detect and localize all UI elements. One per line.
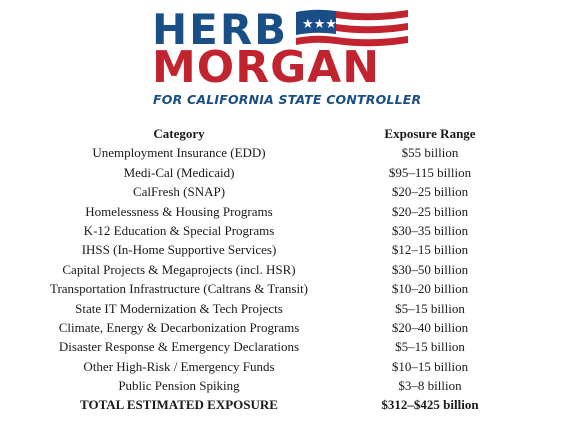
table-row: Other High-Risk / Emergency Funds $10–15… bbox=[0, 359, 572, 378]
exposure-cell: $20–25 billion bbox=[391, 203, 469, 219]
table-row: Unemployment Insurance (EDD) $55 billion bbox=[0, 145, 572, 164]
category-cell: Disaster Response & Emergency Declaratio… bbox=[58, 339, 300, 355]
exposure-cell: $55 billion bbox=[401, 145, 459, 161]
exposure-table: Category Exposure Range Unemployment Ins… bbox=[0, 126, 572, 417]
exposure-cell: $12–15 billion bbox=[391, 242, 469, 258]
category-cell: Climate, Energy & Decarbonization Progra… bbox=[58, 319, 300, 335]
table-row: Medi-Cal (Medicaid) $95–115 billion bbox=[0, 165, 572, 184]
exposure-cell: $10–20 billion bbox=[391, 281, 469, 297]
category-cell: Public Pension Spiking bbox=[118, 378, 240, 394]
table-row: CalFresh (SNAP) $20–25 billion bbox=[0, 184, 572, 203]
table-row: Homelessness & Housing Programs $20–25 b… bbox=[0, 204, 572, 223]
campaign-logo: ★★★ HERB MORGAN FOR CALIFORNIA STATE CON… bbox=[0, 0, 572, 112]
category-cell: Transportation Infrastructure (Caltrans … bbox=[49, 281, 309, 297]
table-total-row: TOTAL ESTIMATED EXPOSURE $312–$425 billi… bbox=[0, 397, 572, 416]
logo-first-name: HERB bbox=[152, 5, 289, 54]
exposure-cell: $95–115 billion bbox=[388, 164, 472, 180]
header-category: Category bbox=[153, 126, 205, 141]
table-row: Climate, Energy & Decarbonization Progra… bbox=[0, 320, 572, 339]
logo-last-name: MORGAN bbox=[152, 42, 381, 93]
exposure-cell: $3–8 billion bbox=[398, 378, 462, 394]
svg-text:★★★: ★★★ bbox=[302, 17, 337, 32]
exposure-cell: $20–25 billion bbox=[391, 184, 469, 200]
category-cell: IHSS (In-Home Supportive Services) bbox=[81, 242, 277, 258]
table-row: State IT Modernization & Tech Projects $… bbox=[0, 301, 572, 320]
table-row: Public Pension Spiking $3–8 billion bbox=[0, 378, 572, 397]
exposure-cell: $5–15 billion bbox=[395, 339, 465, 355]
logo-tagline: FOR CALIFORNIA STATE CONTROLLER bbox=[153, 92, 422, 107]
exposure-cell: $20–40 billion bbox=[391, 319, 469, 335]
table-header-row: Category Exposure Range bbox=[0, 126, 572, 145]
header-exposure-range: Exposure Range bbox=[384, 126, 476, 141]
exposure-cell: $10–15 billion bbox=[391, 358, 469, 374]
category-cell: State IT Modernization & Tech Projects bbox=[75, 300, 283, 316]
category-cell: Unemployment Insurance (EDD) bbox=[92, 145, 266, 161]
category-cell: Capital Projects & Megaprojects (incl. H… bbox=[62, 261, 296, 277]
category-cell: Homelessness & Housing Programs bbox=[85, 203, 273, 219]
flag-banner-icon: ★★★ bbox=[296, 9, 408, 47]
table-row: Transportation Infrastructure (Caltrans … bbox=[0, 281, 572, 300]
exposure-cell: $5–15 billion bbox=[395, 300, 465, 316]
table-row: IHSS (In-Home Supportive Services) $12–1… bbox=[0, 242, 572, 261]
category-cell: Other High-Risk / Emergency Funds bbox=[83, 358, 275, 374]
table-row: Capital Projects & Megaprojects (incl. H… bbox=[0, 262, 572, 281]
table-row: K-12 Education & Special Programs $30–35… bbox=[0, 223, 572, 242]
category-cell: CalFresh (SNAP) bbox=[132, 184, 226, 200]
total-label: TOTAL ESTIMATED EXPOSURE bbox=[80, 397, 278, 413]
total-exposure: $312–$425 billion bbox=[381, 397, 479, 413]
exposure-cell: $30–50 billion bbox=[391, 261, 469, 277]
category-cell: Medi-Cal (Medicaid) bbox=[123, 164, 235, 180]
category-cell: K-12 Education & Special Programs bbox=[83, 222, 275, 238]
table-row: Disaster Response & Emergency Declaratio… bbox=[0, 339, 572, 358]
exposure-cell: $30–35 billion bbox=[391, 222, 469, 238]
